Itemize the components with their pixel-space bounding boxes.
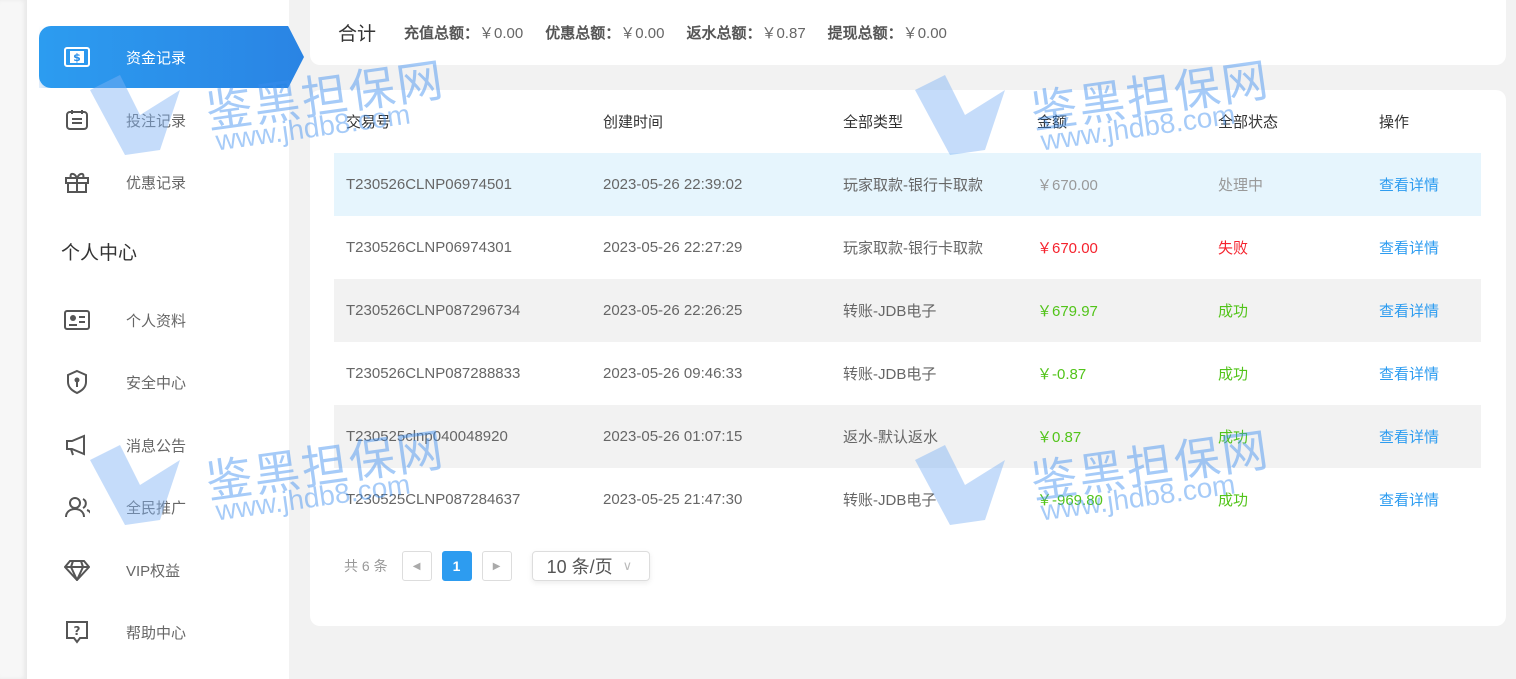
transaction-type: 返水-默认返水: [843, 429, 938, 446]
view-details-link[interactable]: 查看详情: [1379, 429, 1440, 446]
recharge-total-label: 充值总额：: [404, 25, 480, 42]
view-details-link[interactable]: 查看详情: [1379, 240, 1440, 257]
card-icon: [64, 0, 90, 4]
page-size-select[interactable]: 10 条/页 ∨: [531, 551, 650, 581]
table-row: T230525clnp040048920 2023-05-26 01:07:15 返…: [334, 405, 1481, 468]
chevron-down-icon: ∨: [622, 558, 633, 573]
gift-icon: [64, 169, 90, 195]
left-edge: [0, 0, 27, 679]
header-action: 操作: [1379, 114, 1410, 131]
transaction-id: T230526CLNP087296734: [346, 302, 521, 319]
view-details-link[interactable]: 查看详情: [1379, 366, 1440, 383]
header-type-filter[interactable]: 全部类型: [843, 114, 904, 131]
sidebar-item-referral[interactable]: 全民推广: [27, 476, 289, 538]
header-amount: 金额: [1037, 114, 1068, 131]
transaction-type: 玩家取款-银行卡取款: [843, 177, 983, 194]
sidebar-item-bet-records[interactable]: 投注记录: [27, 89, 289, 151]
status-badge: 成功: [1218, 429, 1249, 446]
view-details-link[interactable]: 查看详情: [1379, 492, 1440, 509]
sidebar-item-vip[interactable]: VIP权益: [27, 539, 289, 601]
promo-total-label: 优惠总额：: [545, 25, 621, 42]
page-1-button[interactable]: 1: [441, 551, 472, 581]
id-card-icon: [64, 307, 90, 333]
amount: ￥679.97: [1037, 303, 1098, 320]
table-row: T230526CLNP087288833 2023-05-26 09:46:33 转…: [334, 342, 1481, 405]
header-id: 交易号: [346, 114, 392, 131]
pagination: 共 6 条 ◀ 1 ▶ 10 条/页 ∨: [344, 551, 650, 581]
table-header: 交易号 创建时间 全部类型 金额 全部状态 操作: [334, 90, 1481, 153]
amount: ￥670.00: [1037, 240, 1098, 257]
transaction-id: T230526CLNP06974501: [346, 176, 512, 193]
transaction-type: 玩家取款-银行卡取款: [843, 240, 983, 257]
prev-page-button[interactable]: ◀: [401, 551, 432, 581]
sidebar-item-cutoff[interactable]: [27, 0, 289, 22]
summary-card: 合计 充值总额： ￥0.00 优惠总额： ￥0.00 返水总额： ￥0.87 提现总额…: [310, 0, 1506, 65]
sidebar: $ 资金记录 投注记录 优惠记录 个人中心 个人资料 安全中心 消息公告 全民推…: [27, 0, 304, 679]
diamond-icon: [64, 557, 90, 583]
withdraw-total-value: ￥0.00: [902, 25, 947, 42]
sidebar-item-announcements[interactable]: 消息公告: [27, 414, 289, 476]
transaction-type: 转账-JDB电子: [843, 492, 937, 509]
transaction-type: 转账-JDB电子: [843, 366, 937, 383]
transaction-id: T230525CLNP087284637: [346, 491, 521, 508]
users-icon: [64, 494, 90, 520]
svg-text:?: ?: [74, 624, 81, 638]
status-badge: 成功: [1218, 366, 1249, 383]
table-row: T230526CLNP06974301 2023-05-26 22:27:29 玩家…: [334, 216, 1481, 279]
view-details-link[interactable]: 查看详情: [1379, 303, 1440, 320]
megaphone-icon: [64, 432, 90, 458]
table-row: T230525CLNP087284637 2023-05-25 21:47:30 转…: [334, 468, 1481, 531]
money-ticket-icon: $: [64, 44, 90, 70]
page-size-value: 10 条/页: [546, 557, 613, 577]
transaction-id: T230526CLNP087288833: [346, 365, 521, 382]
shield-icon: [64, 369, 90, 395]
header-time: 创建时间: [603, 114, 664, 131]
total-count: 共 6 条: [344, 558, 388, 574]
status-badge: 失败: [1218, 240, 1249, 257]
help-icon: ?: [64, 619, 90, 645]
table-row: T230526CLNP087296734 2023-05-26 22:26:25 转…: [334, 279, 1481, 342]
calendar-list-icon: [64, 107, 90, 133]
sidebar-item-security[interactable]: 安全中心: [27, 351, 289, 413]
sidebar-item-fund-records[interactable]: $ 资金记录: [39, 26, 304, 88]
created-time: 2023-05-26 22:27:29: [603, 239, 743, 256]
rebate-total-value: ￥0.87: [761, 25, 806, 42]
withdraw-total-label: 提现总额：: [827, 25, 903, 42]
sidebar-item-promo-records[interactable]: 优惠记录: [27, 151, 289, 213]
transaction-id: T230525clnp040048920: [346, 428, 508, 445]
status-badge: 成功: [1218, 492, 1249, 509]
promo-total-value: ￥0.00: [620, 25, 665, 42]
transaction-id: T230526CLNP06974301: [346, 239, 512, 256]
status-badge: 成功: [1218, 303, 1249, 320]
sidebar-item-help[interactable]: ? 帮助中心: [27, 601, 289, 663]
sidebar-item-profile[interactable]: 个人资料: [27, 289, 289, 351]
status-badge: 处理中: [1218, 177, 1264, 194]
view-details-link[interactable]: 查看详情: [1379, 177, 1440, 194]
amount: ￥-0.87: [1037, 366, 1087, 383]
section-title: 个人中心: [61, 243, 138, 264]
header-status-filter[interactable]: 全部状态: [1218, 114, 1279, 131]
amount: ￥0.87: [1037, 429, 1082, 446]
created-time: 2023-05-26 09:46:33: [603, 365, 743, 382]
amount: ￥-969.80: [1037, 492, 1103, 509]
amount: ￥670.00: [1037, 177, 1098, 194]
created-time: 2023-05-25 21:47:30: [603, 491, 743, 508]
created-time: 2023-05-26 22:26:25: [603, 302, 743, 319]
recharge-total-value: ￥0.00: [479, 25, 524, 42]
created-time: 2023-05-26 22:39:02: [603, 176, 743, 193]
created-time: 2023-05-26 01:07:15: [603, 428, 743, 445]
rebate-total-label: 返水总额：: [686, 25, 762, 42]
next-page-button[interactable]: ▶: [481, 551, 512, 581]
summary-title: 合计: [338, 24, 377, 45]
table-row: T230526CLNP06974501 2023-05-26 22:39:02 玩家…: [334, 153, 1481, 216]
records-table: 交易号 创建时间 全部类型 金额 全部状态 操作 T230526CLNP0697…: [310, 90, 1506, 626]
transaction-type: 转账-JDB电子: [843, 303, 937, 320]
svg-text:$: $: [73, 51, 81, 64]
